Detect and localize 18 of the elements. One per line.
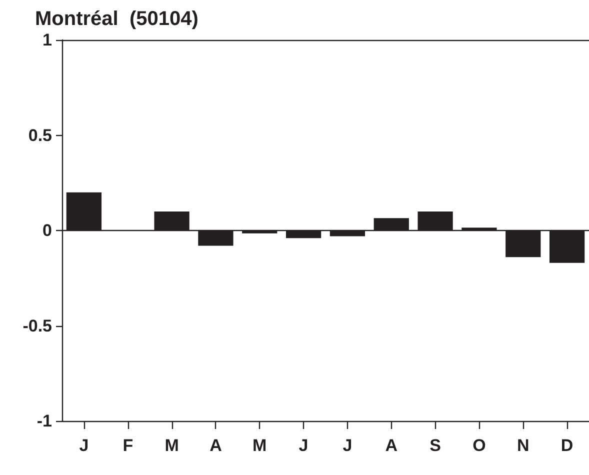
x-tick-label: A (385, 436, 398, 455)
x-tick-label: D (560, 436, 574, 455)
y-tick-label: 0.5 (28, 126, 52, 145)
x-tick-label: M (252, 436, 267, 455)
x-tick-label: N (516, 436, 530, 455)
x-tick-label: J (298, 436, 308, 455)
x-tick-label: M (164, 436, 179, 455)
x-tick-label: S (430, 436, 441, 455)
chart-title: Montréal (50104) (35, 8, 198, 30)
x-tick-label: F (122, 436, 134, 455)
y-tick-label: 0 (42, 221, 52, 240)
y-tick-label: 1 (42, 30, 52, 50)
y-tick-label: -0.5 (22, 316, 52, 336)
x-tick-label: J (79, 436, 89, 455)
x-tick-label: J (342, 436, 352, 455)
x-tick-label: A (210, 436, 222, 455)
x-tick-label: O (472, 436, 486, 455)
y-tick-label: -1 (36, 412, 52, 430)
